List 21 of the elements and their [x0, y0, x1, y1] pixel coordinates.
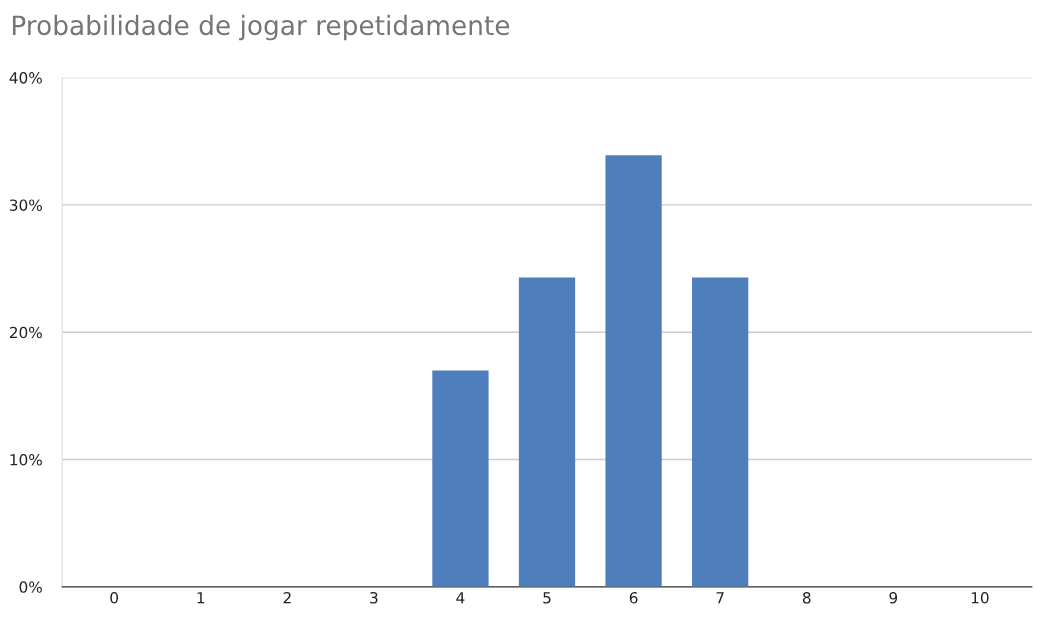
- x-tick-label: 7: [716, 592, 724, 604]
- x-tick-label: 6: [629, 591, 638, 604]
- bar: [432, 370, 489, 587]
- x-tick-label: 9: [889, 591, 898, 604]
- y-tick-label: 40%: [9, 72, 42, 84]
- chart-title: Probabilidade de jogar repetidamente: [12, 14, 510, 41]
- bar: [518, 277, 576, 587]
- x-tick-label: 5: [543, 592, 551, 604]
- x-tick-label: 0: [110, 591, 119, 604]
- y-tick-label: 10%: [10, 454, 42, 466]
- y-tick-label: 0%: [19, 581, 42, 593]
- x-tick-label: 4: [456, 592, 465, 604]
- x-tick-label: 8: [802, 591, 811, 604]
- x-tick-label: 3: [370, 591, 378, 604]
- y-tick-label: 30%: [9, 199, 42, 211]
- x-tick-label: 10: [971, 591, 989, 604]
- x-tick-label: 2: [283, 591, 291, 604]
- y-tick-label: 20%: [9, 326, 42, 339]
- bar: [605, 155, 662, 587]
- bar: [692, 277, 749, 587]
- x-tick-label: 1: [197, 592, 205, 604]
